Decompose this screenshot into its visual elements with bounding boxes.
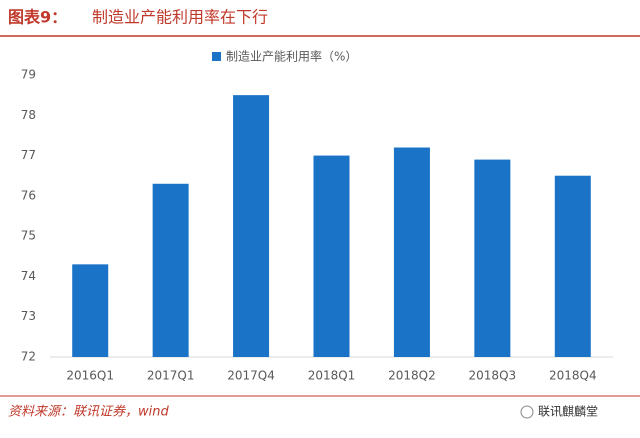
x-tick-label: 2018Q1 bbox=[308, 369, 356, 383]
y-tick-label: 79 bbox=[21, 68, 36, 82]
y-tick-label: 75 bbox=[21, 229, 36, 243]
chart-title: 制造业产能利用率在下行 bbox=[92, 8, 268, 27]
x-tick-label: 2018Q2 bbox=[388, 369, 436, 383]
y-tick-label: 73 bbox=[21, 309, 36, 323]
bar bbox=[474, 159, 511, 357]
x-tick-label: 2018Q3 bbox=[469, 369, 517, 383]
bar bbox=[233, 95, 270, 358]
bar bbox=[554, 175, 591, 357]
y-tick-label: 77 bbox=[21, 148, 36, 162]
bar bbox=[393, 147, 430, 357]
legend-swatch bbox=[212, 52, 221, 61]
x-tick-label: 2017Q1 bbox=[147, 369, 195, 383]
y-tick-label: 78 bbox=[21, 108, 36, 122]
legend-label: 制造业产能利用率（%） bbox=[226, 49, 357, 64]
x-tick-label: 2016Q1 bbox=[66, 369, 114, 383]
watermark: 联讯麒麟堂 bbox=[538, 404, 598, 419]
source: 资料来源：联讯证券，wind bbox=[8, 405, 169, 420]
y-tick-label: 74 bbox=[21, 269, 36, 283]
watermark-icon bbox=[520, 405, 534, 419]
chart-title-label: 图表9： bbox=[8, 8, 67, 27]
y-tick-label: 72 bbox=[21, 350, 36, 364]
x-tick-label: 2018Q4 bbox=[549, 369, 597, 383]
x-tick-label: 2017Q4 bbox=[227, 369, 275, 383]
bar bbox=[72, 264, 109, 357]
bar bbox=[152, 183, 189, 357]
y-tick-label: 76 bbox=[21, 188, 36, 202]
bar bbox=[313, 155, 350, 357]
